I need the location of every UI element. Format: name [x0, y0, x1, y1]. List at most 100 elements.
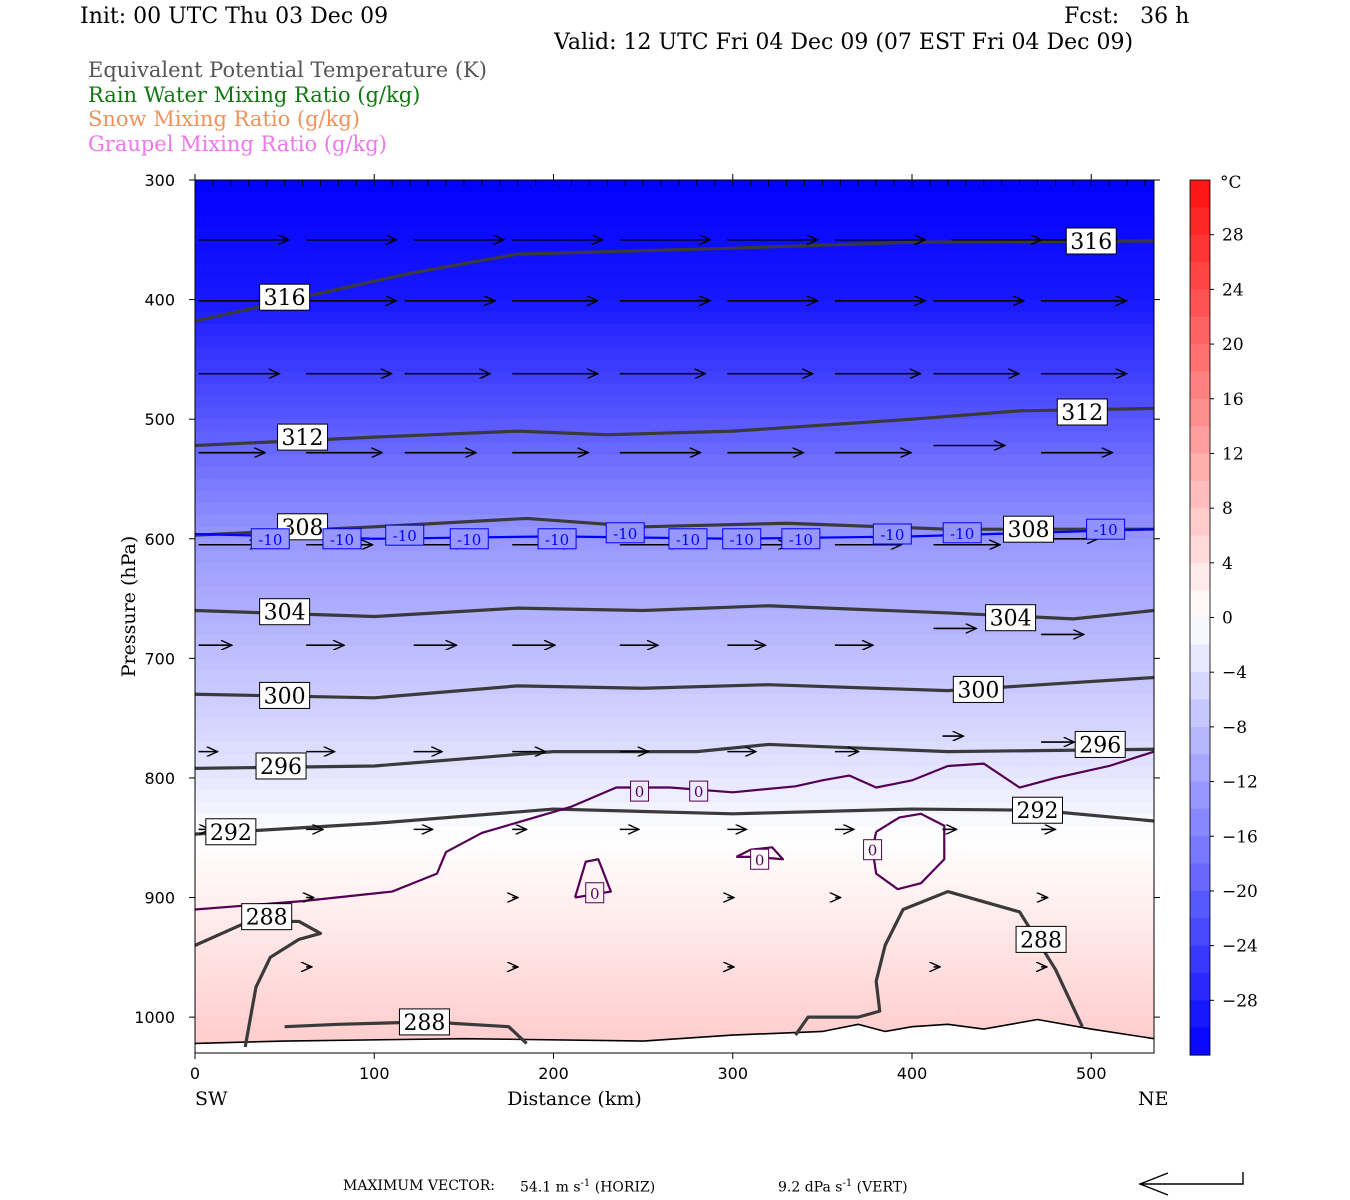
y-tick-label: 700	[144, 649, 175, 668]
contour-label-box	[277, 423, 329, 451]
isotherm-label-box	[605, 522, 645, 544]
x-tick-label: 0	[190, 1064, 200, 1083]
temperature-band	[195, 861, 1154, 875]
isotherm-label-box	[630, 780, 650, 802]
vert-vector-value: 9.2 dPa s-1 (VERT)	[778, 1178, 908, 1196]
theta-e-label: 296	[1079, 733, 1121, 758]
temperature-band	[195, 801, 1154, 815]
colorbar-label: 4	[1222, 554, 1233, 574]
temperature-band	[195, 921, 1154, 935]
isotherm-label: -10	[1094, 521, 1118, 539]
colorbar-segment	[1190, 617, 1210, 646]
isotherm-label: -10	[258, 531, 282, 549]
temperature-band	[195, 873, 1154, 887]
isotherm-label-box	[1086, 518, 1126, 540]
colorbar-unit: °C	[1220, 173, 1242, 193]
colorbar-segment	[1190, 699, 1210, 728]
isotherm-label: 0	[635, 783, 645, 801]
temperature-band	[195, 407, 1154, 420]
temperature-band	[195, 347, 1154, 360]
wind-vectors	[198, 240, 1127, 967]
isotherm-label-box	[722, 528, 762, 550]
colorbar-segment	[1190, 1000, 1210, 1029]
temperature-band	[195, 646, 1154, 659]
temperature-band	[195, 251, 1154, 265]
temperature-band	[195, 837, 1154, 851]
isotherm-label: -10	[676, 531, 700, 549]
temperature-band	[195, 383, 1154, 396]
vector-reference-label: MAXIMUM VECTOR:	[343, 1178, 495, 1194]
contour-label-box	[1011, 796, 1063, 824]
contour-label-box	[205, 818, 257, 846]
temperature-band	[195, 909, 1154, 923]
temperature-band	[195, 490, 1154, 504]
isotherm-label: -10	[880, 526, 904, 544]
isotherm-label-box	[537, 528, 577, 550]
isotherm-label: 0	[590, 885, 600, 903]
isotherm-label: -10	[393, 527, 417, 545]
theta-e-label: 288	[1020, 928, 1062, 953]
temperature-band	[195, 335, 1154, 349]
isotherm-label: -10	[613, 525, 637, 543]
colorbar-segment	[1190, 234, 1210, 263]
theta-e-label: 312	[282, 426, 324, 451]
colorbar-label: 0	[1222, 609, 1233, 629]
isotherm-label-box	[250, 528, 290, 550]
plot-frame	[194, 179, 1155, 1054]
contour-label-box	[952, 675, 1004, 703]
colorbar-segment	[1190, 562, 1210, 591]
isotherm-label: -10	[545, 531, 569, 549]
colorbar-segment	[1190, 644, 1210, 673]
theta-e-label: 288	[246, 906, 288, 931]
colorbar-segment	[1190, 508, 1210, 537]
temperature-band	[195, 694, 1154, 707]
isotherm-label-box	[449, 528, 489, 550]
colorbar-segment	[1190, 672, 1210, 701]
reference-vector	[1138, 1172, 1244, 1196]
contour-label-box	[1065, 227, 1117, 255]
temperature-band	[195, 191, 1154, 205]
colorbar-segment	[1190, 754, 1210, 783]
temperature-band	[195, 825, 1154, 839]
temperature-band	[195, 574, 1154, 588]
isotherm-label-box	[689, 780, 709, 802]
temperature-band	[195, 765, 1154, 779]
temperature-band	[195, 933, 1154, 946]
temperature-band	[195, 730, 1154, 743]
isotherm-label: -10	[730, 531, 754, 549]
isotherm-label: 0	[694, 783, 704, 801]
x-tick-label: 200	[538, 1064, 569, 1083]
theta-e-label: 300	[264, 684, 306, 709]
y-tick-label: 1000	[134, 1008, 175, 1027]
theta-e-label: 304	[990, 607, 1032, 632]
legend-item: Equivalent Potential Temperature (K)	[88, 58, 487, 82]
forecast-hour: Fcst: 36 h	[1064, 4, 1190, 29]
temperature-band	[195, 263, 1154, 277]
temperature-band	[195, 658, 1154, 671]
temperature-band	[195, 957, 1154, 970]
temperature-band	[195, 550, 1154, 564]
colorbar-segment	[1190, 836, 1210, 865]
temperature-band	[195, 419, 1154, 432]
legend-item: Rain Water Mixing Ratio (g/kg)	[88, 82, 421, 107]
init-time: Init: 00 UTC Thu 03 Dec 09	[80, 4, 389, 29]
colorbar-label: −12	[1222, 773, 1258, 793]
colorbar-label: −8	[1222, 718, 1247, 738]
theta-e-label: 308	[1008, 518, 1050, 543]
temperature-band	[195, 718, 1154, 731]
colorbar-segment	[1190, 371, 1210, 400]
colorbar-segment	[1190, 808, 1210, 837]
theta-e-contour	[195, 604, 1154, 621]
y-tick-label: 500	[144, 410, 175, 429]
y-tick-label: 600	[144, 530, 175, 549]
contour-label-box	[259, 283, 311, 311]
temperature-band	[195, 203, 1154, 217]
theta-e-contour	[195, 406, 1154, 448]
isotherm-label: -10	[950, 525, 974, 543]
y-tick-label: 800	[144, 769, 175, 788]
temperature-band	[195, 885, 1154, 899]
y-axis-label: Pressure (hPa)	[118, 536, 140, 678]
isotherm-label-box	[385, 524, 425, 546]
temperature-band	[195, 969, 1154, 982]
